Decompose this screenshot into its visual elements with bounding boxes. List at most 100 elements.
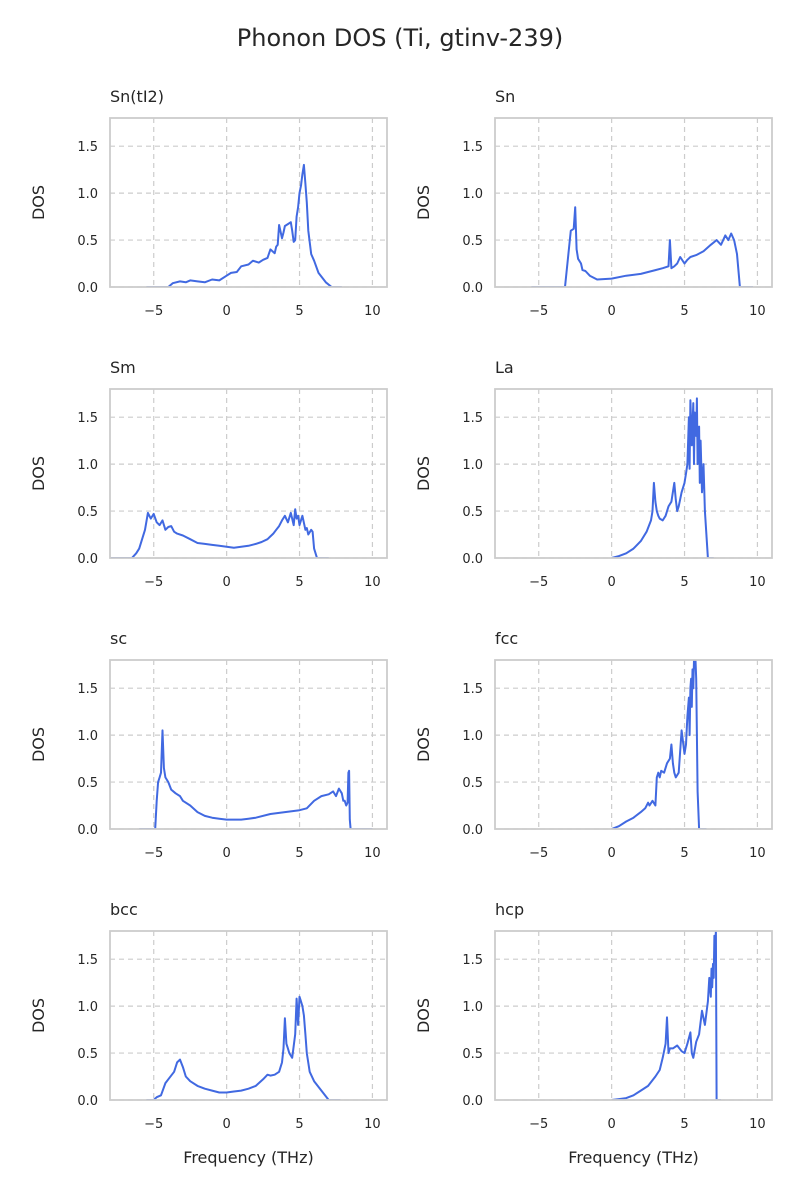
dos-line [531, 206, 753, 287]
y-tick-label: 1.5 [462, 140, 483, 155]
y-tick-label: 1.0 [462, 458, 483, 473]
x-tick-label: 10 [749, 575, 766, 590]
subplot-sn-ti2: Sn(tI2) 0.0 0.5 1.0 1.5 −5 0 5 10 DOS [29, 87, 388, 319]
y-tick-label: 0.0 [77, 1094, 98, 1109]
subplot-sc: sc 0.0 0.5 1.0 1.5 −5 0 5 10 DOS [29, 629, 388, 861]
axes-frame [109, 117, 388, 288]
dos-line [611, 931, 721, 1100]
y-tick-label: 0.0 [77, 281, 98, 296]
y-axis-label: DOS [414, 185, 433, 220]
x-tick-label: 0 [222, 575, 230, 590]
y-axis-label: DOS [29, 727, 48, 762]
subplot-hcp: hcp 0.0 0.5 1.0 1.5 −5 0 5 10 DOS Frequency (THz) [414, 900, 773, 1167]
x-tick-label: 10 [364, 1117, 381, 1132]
y-axis-label: DOS [29, 998, 48, 1033]
axes-frame [109, 659, 388, 830]
y-tick-label: 0.5 [462, 776, 483, 791]
y-tick-label: 0.0 [462, 552, 483, 567]
dos-line [611, 397, 714, 558]
y-tick-label: 0.0 [462, 281, 483, 296]
y-tick-label: 0.5 [462, 505, 483, 520]
dos-line [146, 163, 342, 287]
y-tick-label: 1.5 [462, 682, 483, 697]
x-tick-label: 0 [607, 575, 615, 590]
subplot-fcc: fcc 0.0 0.5 1.0 1.5 −5 0 5 10 DOS [414, 629, 773, 861]
x-tick-label: −5 [529, 1117, 548, 1132]
axes-frame [494, 117, 773, 288]
y-tick-label: 1.5 [77, 140, 98, 155]
y-tick-label: 1.0 [77, 458, 98, 473]
subplot-title: bcc [110, 900, 138, 919]
dos-line [110, 508, 329, 558]
y-tick-label: 0.5 [77, 505, 98, 520]
y-tick-label: 0.0 [77, 823, 98, 838]
x-tick-label: 5 [295, 846, 303, 861]
y-tick-label: 1.5 [462, 411, 483, 426]
subplot-title: sc [110, 629, 127, 648]
dos-line [146, 995, 341, 1100]
x-tick-label: 0 [222, 1117, 230, 1132]
y-tick-label: 1.5 [77, 411, 98, 426]
x-tick-label: −5 [144, 575, 163, 590]
y-tick-label: 1.0 [462, 729, 483, 744]
y-tick-label: 1.0 [77, 1000, 98, 1015]
x-tick-label: 5 [295, 575, 303, 590]
x-tick-label: 10 [364, 575, 381, 590]
y-axis-label: DOS [414, 456, 433, 491]
y-tick-label: 0.0 [462, 1094, 483, 1109]
x-tick-label: 5 [680, 304, 688, 319]
x-tick-label: 10 [364, 846, 381, 861]
x-tick-label: −5 [529, 575, 548, 590]
dos-line [611, 660, 707, 829]
y-tick-label: 0.5 [462, 234, 483, 249]
x-tick-label: 5 [295, 304, 303, 319]
subplot-sn: Sn 0.0 0.5 1.0 1.5 −5 0 5 10 DOS [414, 87, 773, 319]
x-tick-label: 10 [749, 304, 766, 319]
y-tick-label: 1.0 [77, 729, 98, 744]
x-axis-label: Frequency (THz) [568, 1148, 698, 1167]
y-tick-label: 0.0 [462, 823, 483, 838]
x-tick-label: 0 [607, 1117, 615, 1132]
y-tick-label: 1.0 [77, 187, 98, 202]
axes-frame [494, 388, 773, 559]
y-axis-label: DOS [414, 998, 433, 1033]
x-tick-label: 10 [749, 846, 766, 861]
x-tick-label: −5 [529, 846, 548, 861]
axes-frame [494, 930, 773, 1101]
subplot-bcc: bcc 0.0 0.5 1.0 1.5 −5 0 5 10 DOS Frequency (THz) [29, 900, 388, 1167]
subplot-title: fcc [495, 629, 518, 648]
x-tick-label: 5 [680, 1117, 688, 1132]
y-axis-label: DOS [29, 456, 48, 491]
y-tick-label: 0.5 [77, 776, 98, 791]
x-tick-label: 10 [364, 304, 381, 319]
y-tick-label: 0.5 [77, 234, 98, 249]
y-axis-label: DOS [29, 185, 48, 220]
x-tick-label: −5 [529, 304, 548, 319]
x-tick-label: 0 [607, 846, 615, 861]
figure-title: Phonon DOS (Ti, gtinv-239) [237, 24, 563, 52]
y-tick-label: 1.0 [462, 1000, 483, 1015]
y-tick-label: 1.5 [462, 953, 483, 968]
x-tick-label: −5 [144, 304, 163, 319]
x-tick-label: −5 [144, 846, 163, 861]
y-tick-label: 0.0 [77, 552, 98, 567]
x-tick-label: 5 [295, 1117, 303, 1132]
x-tick-label: 5 [680, 575, 688, 590]
subplot-sm: Sm 0.0 0.5 1.0 1.5 −5 0 5 10 DOS [29, 358, 388, 590]
x-axis-label: Frequency (THz) [183, 1148, 313, 1167]
subplot-title: La [495, 358, 514, 377]
axes-frame [109, 388, 388, 559]
y-tick-label: 0.5 [77, 1047, 98, 1062]
x-tick-label: 0 [222, 846, 230, 861]
y-tick-label: 1.5 [77, 682, 98, 697]
y-tick-label: 0.5 [462, 1047, 483, 1062]
x-tick-label: 10 [749, 1117, 766, 1132]
y-tick-label: 1.0 [462, 187, 483, 202]
x-tick-label: 0 [607, 304, 615, 319]
subplot-la: La 0.0 0.5 1.0 1.5 −5 0 5 10 DOS [414, 358, 773, 590]
axes-frame [494, 659, 773, 830]
axes-frame [109, 930, 388, 1101]
x-tick-label: 0 [222, 304, 230, 319]
subplot-title: Sm [110, 358, 136, 377]
